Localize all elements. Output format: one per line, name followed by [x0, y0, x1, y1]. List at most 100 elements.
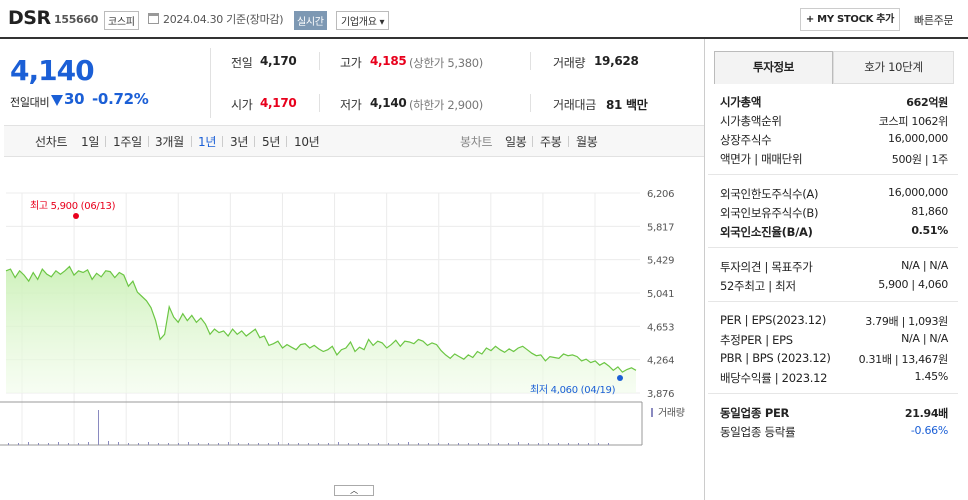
divider	[708, 174, 958, 175]
volume-bar	[58, 442, 59, 445]
volume-bar	[148, 442, 149, 445]
volume-bar	[188, 442, 189, 445]
y-tick-label: 4,264	[647, 356, 674, 367]
down-arrow-icon	[51, 95, 63, 106]
volume-bar	[108, 441, 109, 445]
low-label: 저가	[340, 98, 362, 112]
amount-label: 거래대금	[553, 98, 596, 112]
tab-3m[interactable]: 3개월	[155, 135, 184, 149]
prev-value: 4,170	[260, 54, 297, 68]
volume-bar	[428, 443, 429, 445]
high-marker	[73, 213, 79, 219]
volume-legend-swatch	[651, 408, 653, 417]
volume-bar	[78, 443, 79, 445]
high-value: 4,185	[370, 54, 407, 68]
info-key: 동일업종 PER	[720, 406, 790, 420]
info-row: PER | EPS(2023.12) 3.79배 | 1,093원	[720, 313, 948, 331]
open-value: 4,170	[260, 96, 297, 110]
volume-bar	[528, 443, 529, 445]
tab-5y[interactable]: 5년	[262, 135, 281, 149]
tab-1d[interactable]: 1일	[81, 135, 100, 149]
info-key: 외국인소진율(B/A)	[720, 225, 813, 239]
divider	[568, 136, 569, 147]
volume-bar	[228, 442, 229, 445]
info-key: PBR | BPS (2023.12)	[720, 351, 831, 365]
high-label: 최고 5,900 (06/13)	[30, 200, 116, 212]
volume-bar	[388, 443, 389, 445]
volume-bar	[178, 443, 179, 445]
high-label: 고가	[340, 56, 362, 70]
tab-weekly[interactable]: 주봉	[540, 135, 562, 149]
volume-bar	[138, 443, 139, 445]
market-badge: 코스피	[104, 11, 139, 30]
info-value: 1.45%	[914, 370, 949, 383]
company-overview-button[interactable]: 기업개요 ▾	[336, 11, 390, 30]
tab-3y[interactable]: 3년	[230, 135, 249, 149]
volume-label: 거래량	[658, 407, 685, 419]
info-value: 0.51%	[911, 224, 948, 237]
info-key: 외국인한도주식수(A)	[720, 187, 819, 201]
divider	[530, 52, 531, 70]
info-value: 3.79배 | 1,093원	[865, 315, 948, 328]
volume-bar	[558, 443, 559, 445]
info-row: 외국인소진율(B/A) 0.51%	[720, 224, 948, 242]
upper-limit: (상한가 5,380)	[409, 56, 483, 70]
divider	[222, 136, 223, 147]
volume-bar	[468, 443, 469, 445]
amount-value: 81 백만	[606, 98, 648, 112]
info-row: 외국인한도주식수(A) 16,000,000	[720, 186, 948, 204]
price-line	[5, 265, 637, 373]
volume-bar	[588, 443, 589, 445]
tab-monthly[interactable]: 월봉	[576, 135, 598, 149]
tab-invest-info[interactable]: 투자정보	[714, 51, 833, 84]
volume-bar	[458, 443, 459, 445]
stock-code: 155660	[54, 13, 99, 26]
collapse-chart-button[interactable]: ︿	[334, 485, 374, 496]
info-value: 81,860	[911, 205, 948, 218]
volume-value: 19,628	[594, 54, 639, 68]
prev-label: 전일	[231, 56, 253, 70]
info-value: 5,900 | 4,060	[878, 278, 948, 291]
candle-chart-label: 봉차트	[460, 135, 493, 149]
volume-bar	[438, 443, 439, 445]
tab-1w[interactable]: 1주일	[113, 135, 142, 149]
info-row: 배당수익률 | 2023.12 1.45%	[720, 370, 948, 388]
info-row: 외국인보유주식수(B) 81,860	[720, 205, 948, 223]
tab-daily[interactable]: 일봉	[505, 135, 527, 149]
divider	[286, 136, 287, 147]
tab-10y[interactable]: 10년	[294, 135, 320, 149]
info-value: 500원 | 1주	[891, 153, 949, 166]
quick-order-link[interactable]: 빠른주문	[914, 14, 954, 27]
volume-bar	[608, 443, 609, 445]
info-value: N/A | N/A	[901, 259, 948, 272]
calendar-icon	[148, 13, 159, 24]
realtime-button[interactable]: 실시간	[294, 11, 327, 30]
lower-limit: (하한가 2,900)	[409, 98, 483, 112]
divider	[532, 136, 533, 147]
info-key: 투자의견 | 목표주가	[720, 260, 813, 274]
line-chart-label: 선차트	[35, 135, 68, 149]
y-tick-label: 6,206	[647, 189, 674, 200]
divider	[708, 393, 958, 394]
info-row: 추정PER | EPS N/A | N/A	[720, 332, 948, 350]
info-value: 16,000,000	[888, 186, 948, 199]
period-tab-bar	[4, 125, 704, 157]
info-key: 추정PER | EPS	[720, 333, 793, 347]
info-row: 동일업종 등락률 -0.66%	[720, 424, 948, 442]
info-row: 액면가 | 매매단위 500원 | 1주	[720, 151, 948, 169]
tab-1y[interactable]: 1년	[198, 135, 217, 149]
info-value: 21.94배	[904, 407, 948, 420]
volume-bar	[368, 443, 369, 445]
price-chart[interactable]: 6,2065,8175,4295,0414,6534,2643,87605/02…	[0, 180, 704, 450]
info-key: 52주최고 | 최저	[720, 279, 796, 293]
info-key: 시가총액순위	[720, 114, 782, 128]
my-stock-add-button[interactable]: + MY STOCK 추가	[800, 8, 900, 31]
tab-hoga[interactable]: 호가 10단계	[833, 51, 954, 84]
info-key: 외국인보유주식수(B)	[720, 206, 819, 220]
change-label: 전일대비	[10, 96, 50, 109]
volume-bar	[28, 442, 29, 445]
price-area	[6, 266, 636, 393]
volume-bar	[8, 443, 9, 445]
y-tick-label: 4,653	[647, 322, 674, 333]
stock-name: DSR	[8, 7, 51, 29]
